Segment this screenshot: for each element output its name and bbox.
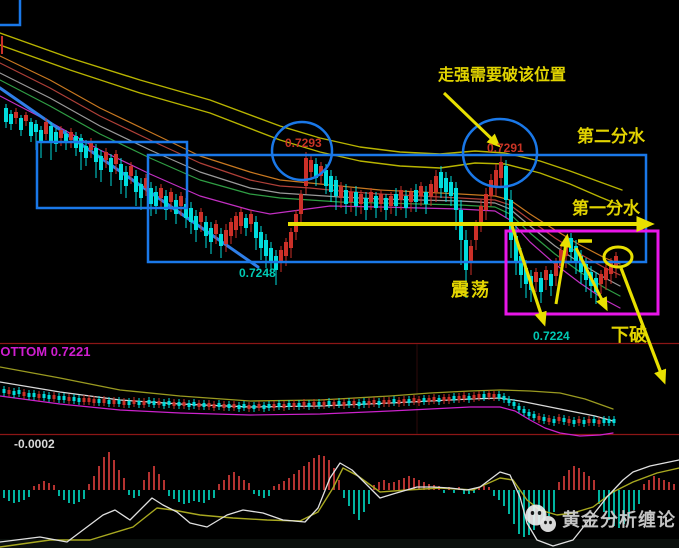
price-label-7224: 0.7224 (533, 329, 570, 343)
price-label-7293: 0.7293 (285, 136, 322, 150)
annotation-overlays (0, 0, 667, 385)
bottom-indicator-label: BOTTOM 0.7221 (0, 344, 91, 359)
arrow-to-break-level (442, 91, 501, 148)
watermark: 黄金分析缠论 (521, 501, 676, 537)
peak-circle-2 (461, 117, 539, 189)
arrow-drop-1 (510, 225, 547, 327)
corner-box (0, 0, 22, 27)
price-label-7248: 0.7248 (239, 266, 276, 280)
main-candles (4, 104, 618, 304)
arrow-bounce-up (554, 233, 572, 305)
panel-borders (0, 342, 679, 436)
wechat-bubbles-icon (525, 504, 556, 532)
range-box-2 (146, 153, 648, 264)
annotation-break-down: 下破 (611, 325, 647, 345)
indicator-value-label: -0.0002 (14, 437, 55, 451)
annotation-oscillation: 震荡 (451, 280, 491, 300)
ma-cluster-ellipse (602, 245, 634, 269)
indicator-histogram (3, 452, 675, 537)
annotation-second-divide: 第二分水 (577, 127, 645, 146)
peak-circle-1 (270, 120, 334, 182)
oscillation-box (504, 229, 660, 316)
watermark-text: 黄金分析缠论 (562, 510, 676, 530)
annotation-break-note: 走强需要破该位置 (438, 67, 567, 84)
middle-bands (0, 366, 614, 437)
middle-candles (2, 386, 616, 427)
arrow-drop-2 (574, 247, 608, 312)
arrow-breakdown (619, 267, 667, 385)
range-box-1 (35, 140, 189, 210)
price-label-7291: 0.7291 (487, 141, 524, 155)
bottom-edge-strip (0, 539, 679, 548)
indicator-lines (0, 459, 679, 548)
annotation-first-divide: 第一分水 (572, 199, 640, 218)
